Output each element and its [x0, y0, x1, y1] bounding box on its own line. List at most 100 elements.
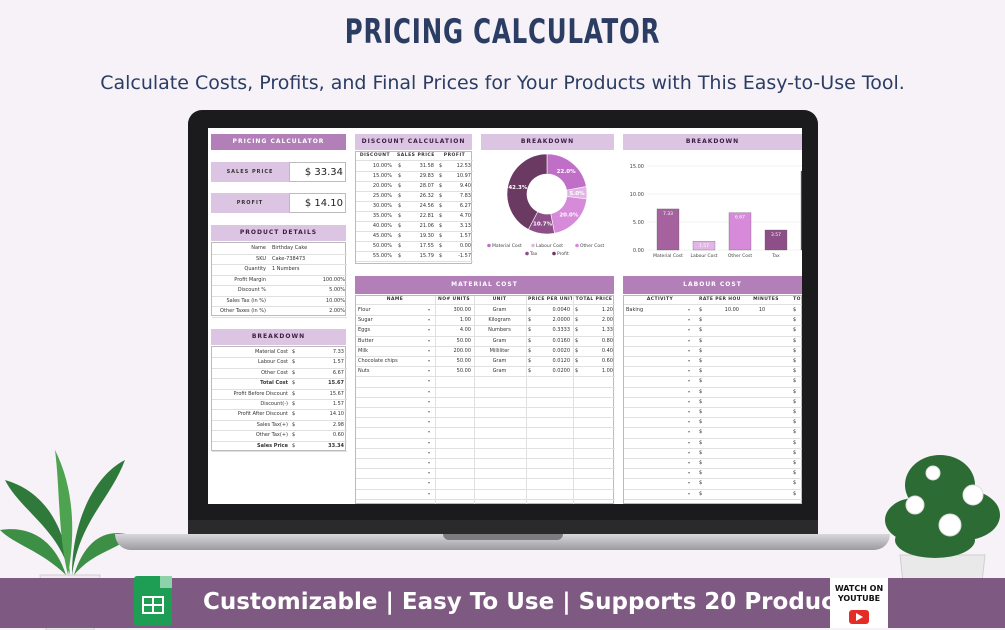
dropdown-arrow-icon[interactable]: ▾	[428, 368, 431, 374]
currency-symbol: $	[793, 480, 797, 487]
legend-swatch	[531, 243, 535, 248]
dropdown-arrow-icon[interactable]: ▾	[688, 490, 691, 496]
dropdown-arrow-icon[interactable]: ▾	[428, 317, 431, 323]
laptop-chin	[188, 520, 818, 538]
dropdown-arrow-icon[interactable]: ▾	[428, 307, 431, 312]
material-name[interactable]: Butter	[358, 337, 374, 344]
grid-line	[624, 366, 802, 368]
dropdown-arrow-icon[interactable]: ▾	[428, 327, 431, 333]
material-name[interactable]: Flour	[358, 307, 371, 313]
material-units[interactable]: 50.00	[456, 368, 471, 375]
dropdown-arrow-icon[interactable]: ▾	[428, 470, 431, 476]
material-units[interactable]: 50.00	[456, 337, 471, 344]
dropdown-arrow-icon[interactable]: ▾	[688, 470, 691, 476]
material-units[interactable]: 4.00	[459, 327, 471, 334]
legend-label: Profit	[557, 251, 569, 257]
material-name[interactable]: Chocolate chips	[358, 358, 398, 364]
dropdown-arrow-icon[interactable]: ▾	[688, 439, 691, 445]
currency-symbol: $	[292, 369, 296, 376]
material-name[interactable]: Nuts	[358, 368, 370, 375]
currency-symbol: $	[793, 439, 797, 446]
dropdown-arrow-icon[interactable]: ▾	[688, 388, 691, 394]
dropdown-arrow-icon[interactable]: ▾	[688, 368, 691, 374]
material-name[interactable]: Sugar	[358, 317, 373, 324]
material-units[interactable]: 1.00	[459, 317, 471, 324]
pie-chart-title: BREAKDOWN	[481, 134, 614, 150]
grid-line	[356, 417, 615, 419]
labour-minutes[interactable]: 10	[758, 307, 766, 313]
labour-rate[interactable]: 10.00	[724, 307, 739, 313]
dropdown-arrow-icon[interactable]: ▾	[428, 358, 431, 363]
discount-profit: 3.13	[459, 223, 471, 229]
product-detail-label: Name	[251, 245, 266, 251]
product-detail-value[interactable]: 1 Numbers	[272, 266, 300, 272]
material-unit[interactable]: Milliliter	[489, 347, 510, 354]
dropdown-arrow-icon[interactable]: ▾	[688, 480, 691, 486]
currency-symbol: $	[793, 358, 797, 364]
material-unit[interactable]: Kilogram	[488, 317, 511, 324]
material-units[interactable]: 200.00	[453, 347, 472, 354]
dropdown-arrow-icon[interactable]: ▾	[688, 347, 691, 353]
currency-symbol: $	[793, 368, 797, 375]
dropdown-arrow-icon[interactable]: ▾	[428, 449, 431, 455]
product-detail-label: Other Taxes (in %)	[220, 308, 266, 314]
dropdown-arrow-icon[interactable]: ▾	[428, 460, 431, 465]
dropdown-arrow-icon[interactable]: ▾	[428, 480, 431, 486]
dropdown-arrow-icon[interactable]: ▾	[688, 429, 691, 435]
google-sheets-icon	[134, 576, 172, 626]
material-unit[interactable]: Gram	[492, 358, 507, 364]
product-detail-value[interactable]: 100.00%	[322, 276, 345, 283]
material-total-price: 0.40	[601, 347, 613, 354]
dropdown-arrow-icon[interactable]: ▾	[688, 398, 691, 404]
dropdown-arrow-icon[interactable]: ▾	[688, 337, 691, 343]
material-price-per-unit: 0.3333	[552, 327, 571, 334]
product-detail-value[interactable]: Birthday Cake	[272, 245, 308, 251]
sales-price-value[interactable]: $ 33.34	[289, 162, 346, 182]
dropdown-arrow-icon[interactable]: ▾	[428, 409, 431, 414]
dropdown-arrow-icon[interactable]: ▾	[688, 449, 691, 455]
dropdown-arrow-icon[interactable]: ▾	[428, 378, 431, 384]
dropdown-arrow-icon[interactable]: ▾	[688, 378, 691, 384]
material-units[interactable]: 50.00	[456, 358, 471, 364]
material-units[interactable]: 300.00	[453, 307, 472, 313]
dropdown-arrow-icon[interactable]: ▾	[428, 490, 431, 496]
material-unit[interactable]: Gram	[492, 368, 507, 375]
dropdown-arrow-icon[interactable]: ▾	[428, 429, 431, 435]
currency-symbol: $	[793, 460, 797, 466]
dropdown-arrow-icon[interactable]: ▾	[428, 337, 431, 343]
dropdown-arrow-icon[interactable]: ▾	[688, 327, 691, 333]
currency-symbol: $	[699, 388, 703, 395]
dropdown-arrow-icon[interactable]: ▾	[688, 317, 691, 323]
material-total-price: 2.00	[601, 317, 613, 324]
dropdown-arrow-icon[interactable]: ▾	[428, 439, 431, 445]
dropdown-arrow-icon[interactable]: ▾	[428, 347, 431, 353]
product-detail-value[interactable]: 10.00%	[325, 297, 345, 304]
material-unit[interactable]: Numbers	[488, 327, 511, 334]
material-name[interactable]: Eggs	[358, 327, 371, 334]
currency-symbol: $	[793, 327, 797, 334]
labour-activity[interactable]: Baking	[626, 307, 644, 313]
grid-line	[356, 345, 615, 347]
currency-symbol: $	[398, 223, 402, 229]
currency-symbol: $	[398, 203, 402, 209]
material-unit[interactable]: Gram	[492, 307, 507, 313]
dropdown-arrow-icon[interactable]: ▾	[428, 419, 431, 425]
profit-value[interactable]: $ 14.10	[289, 193, 346, 213]
youtube-badge[interactable]: WATCH ON YOUTUBE	[830, 578, 888, 628]
dropdown-arrow-icon[interactable]: ▾	[688, 307, 691, 312]
dropdown-arrow-icon[interactable]: ▾	[428, 388, 431, 394]
dropdown-arrow-icon[interactable]: ▾	[428, 398, 431, 404]
grid-line	[212, 440, 347, 442]
product-detail-value[interactable]: 5.00%	[329, 287, 345, 293]
dropdown-arrow-icon[interactable]: ▾	[688, 460, 691, 465]
product-detail-value[interactable]: Cake-738473	[272, 255, 306, 262]
dropdown-arrow-icon[interactable]: ▾	[688, 358, 691, 363]
grid-line	[624, 458, 802, 459]
grid-line	[624, 427, 802, 429]
currency-symbol: $	[699, 460, 703, 466]
dropdown-arrow-icon[interactable]: ▾	[688, 419, 691, 425]
product-detail-value[interactable]: 2.00%	[329, 308, 345, 314]
material-unit[interactable]: Gram	[492, 337, 507, 344]
dropdown-arrow-icon[interactable]: ▾	[688, 409, 691, 414]
material-name[interactable]: Milk	[358, 347, 368, 354]
